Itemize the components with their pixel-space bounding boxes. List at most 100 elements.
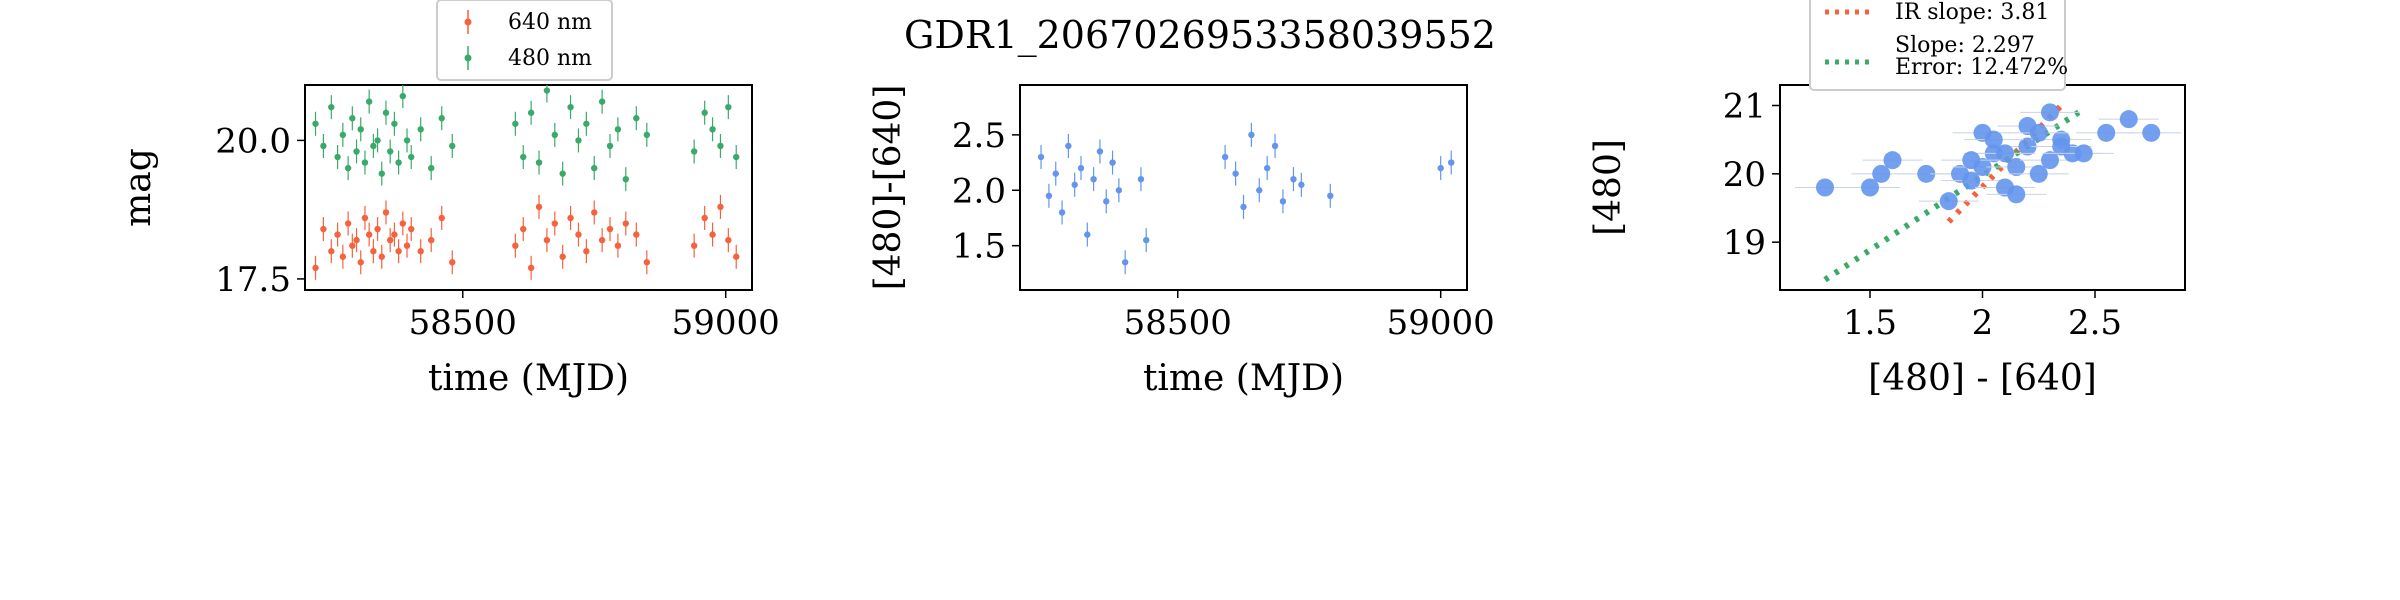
data-point [1996, 144, 2014, 163]
x-axis-label: [480] - [640] [1868, 358, 2097, 399]
data-point [328, 103, 335, 111]
data-point [1327, 192, 1334, 200]
data-point [1271, 142, 1279, 150]
data-point [1071, 181, 1078, 188]
data-point [353, 236, 360, 244]
data-point [527, 109, 535, 116]
data-point [334, 153, 341, 161]
data-point [1109, 159, 1116, 166]
fit-line [1823, 106, 2086, 283]
data-point [2142, 123, 2161, 142]
data-point [551, 131, 558, 139]
data-point [583, 248, 590, 255]
data-point [353, 148, 360, 155]
data-point [575, 231, 582, 238]
data-point [403, 137, 411, 144]
plot-area [1795, 103, 2182, 283]
data-point [1045, 192, 1053, 200]
data-point [2029, 123, 2048, 142]
data-point [543, 236, 551, 244]
data-point [2119, 110, 2138, 129]
data-point [512, 242, 519, 249]
data-point [614, 242, 622, 249]
data-point [1263, 164, 1271, 172]
data-point [1290, 175, 1297, 183]
data-point [334, 231, 341, 238]
x-tick-label: 59000 [672, 303, 780, 343]
data-point [709, 126, 716, 133]
data-point [1232, 170, 1239, 177]
data-point [643, 131, 651, 139]
data-point [438, 115, 445, 122]
data-point [1037, 153, 1045, 161]
data-point [733, 253, 740, 260]
data-point [567, 214, 574, 222]
data-point [378, 253, 385, 260]
data-point [520, 153, 527, 161]
data-point [622, 220, 629, 227]
data-point [527, 264, 535, 272]
data-point [559, 253, 566, 260]
data-point [349, 115, 356, 122]
data-point [583, 120, 590, 127]
y-tick-label: 1.5 [952, 227, 1006, 267]
y-tick-label: 17.5 [215, 260, 291, 300]
data-point [1240, 203, 1247, 211]
data-point [690, 148, 698, 155]
data-point [428, 164, 435, 172]
legend-entry: IR slope: 3.81 [1895, 0, 2049, 25]
data-point [339, 131, 347, 139]
data-point [1984, 130, 2003, 149]
data-point [1939, 192, 1958, 211]
plot-area [312, 85, 740, 280]
data-point [349, 242, 356, 249]
data-point [449, 259, 456, 266]
data-point [361, 214, 369, 222]
x-axis-label: time (MJD) [1143, 358, 1344, 399]
data-point [320, 142, 327, 150]
data-point [591, 209, 598, 216]
data-point [357, 126, 364, 133]
data-point [1872, 164, 1891, 183]
legend-entry: 640 nm [508, 10, 592, 35]
y-tick-label: 2.0 [952, 171, 1006, 211]
legend-entry: 480 nm [508, 46, 592, 71]
data-point [438, 214, 445, 222]
data-point [1221, 153, 1229, 161]
data-point [1077, 164, 1085, 172]
data-point [2097, 123, 2116, 142]
data-point [370, 142, 377, 150]
data-point [417, 248, 424, 255]
data-point [1256, 187, 1263, 194]
data-point [378, 170, 385, 177]
data-point [1058, 209, 1066, 216]
panel-light-curve: 58500 59000 17.5 20.0 time (MJD) mag 640 nm 480… [118, 0, 780, 399]
data-point [598, 236, 606, 244]
data-point [717, 203, 724, 211]
data-point [386, 236, 394, 244]
panel-color-curve: 58500 59000 1.5 2.0 2.5 time (MJD) [480]-[640] [868, 84, 1495, 399]
data-point [2052, 137, 2071, 156]
data-point [551, 220, 558, 227]
data-point [417, 126, 424, 133]
data-point [403, 242, 411, 249]
figure-title: GDR1_2067026953358039552 [904, 13, 1496, 58]
data-point [1115, 187, 1123, 194]
data-point [614, 126, 622, 133]
data-point [2018, 137, 2037, 156]
data-point [520, 225, 527, 233]
y-axis-label: [480]-[640] [868, 85, 909, 291]
data-point [374, 225, 381, 233]
data-point [567, 103, 574, 111]
data-point [1248, 131, 1255, 139]
y-axis-label: [480] [1588, 139, 1629, 236]
data-point [391, 231, 398, 238]
data-point [1917, 164, 1936, 183]
legend-entry: Error: 12.472% [1895, 55, 2068, 80]
data-point [591, 164, 598, 172]
data-point [1065, 142, 1072, 150]
x-tick-label: 58500 [1124, 303, 1232, 343]
axes-frame [1019, 84, 1468, 291]
y-axis-label: mag [118, 148, 159, 227]
